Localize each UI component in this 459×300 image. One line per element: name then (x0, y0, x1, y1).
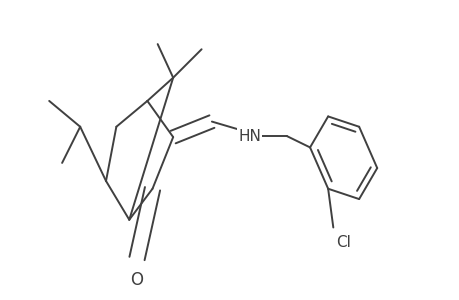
Text: O: O (130, 272, 143, 290)
Text: HN: HN (238, 129, 260, 144)
Text: Cl: Cl (335, 235, 350, 250)
